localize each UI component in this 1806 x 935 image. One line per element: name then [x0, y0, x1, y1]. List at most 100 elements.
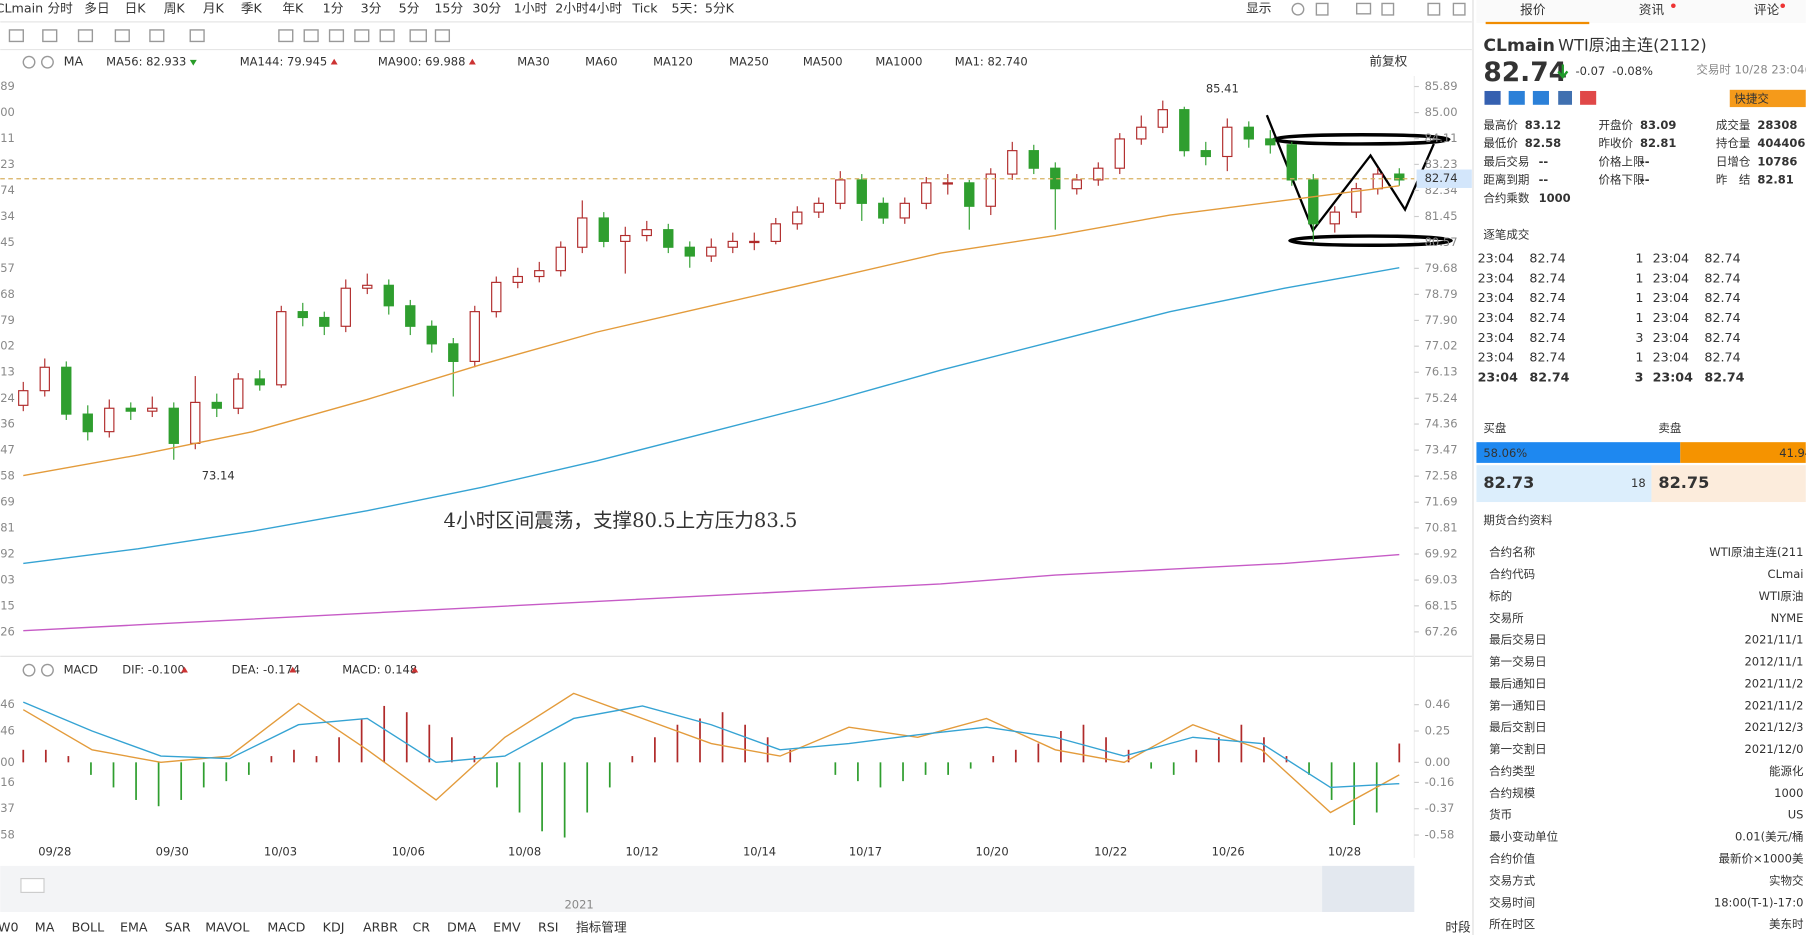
bid-bar — [1476, 442, 1681, 463]
stat-value: 82.81 — [1640, 136, 1676, 150]
restore-button[interactable]: 前复权 — [1369, 54, 1407, 69]
x-tick-label: 10/28 — [1328, 845, 1361, 859]
period-tab[interactable]: 季K — [241, 1, 263, 16]
candle-body — [899, 202, 910, 219]
indicator-tab[interactable]: 指标管理 — [576, 920, 627, 935]
navigator-window[interactable] — [1322, 865, 1415, 912]
bid-volume: 18 — [1631, 476, 1646, 490]
period-tab[interactable]: 5分 — [399, 1, 420, 16]
info-label: 交易所 — [1489, 611, 1524, 625]
panel-tab[interactable]: 资讯 — [1639, 2, 1665, 17]
display-menu[interactable]: 显示 — [1246, 1, 1271, 16]
period-tab[interactable]: 15分 — [434, 1, 463, 16]
period-tab[interactable]: 1小时 — [514, 1, 548, 16]
stat-label: 开盘价 — [1598, 118, 1633, 132]
indicator-tab[interactable]: W0 — [0, 920, 19, 935]
indicator-tab[interactable]: SAR — [165, 920, 191, 935]
navigator[interactable] — [0, 865, 1415, 912]
left-tick-label: 03 — [0, 573, 15, 587]
period-tab[interactable]: 2小时 — [555, 1, 589, 16]
indicator-tab[interactable]: DMA — [447, 920, 477, 935]
info-value: 最新价×1000美 — [1719, 852, 1804, 866]
last-price-box — [1416, 169, 1472, 188]
period-tab[interactable]: 日K — [125, 1, 147, 16]
indicator-tab[interactable]: KDJ — [323, 920, 345, 935]
candle-body — [1372, 173, 1383, 190]
period-tab[interactable]: 5天：5分K — [672, 1, 735, 16]
candle-body — [1093, 167, 1104, 181]
left-tick-label: 02 — [0, 339, 15, 353]
candle-body — [1222, 126, 1233, 158]
ma-line — [23, 267, 1400, 565]
bid-pct: 58.06% — [1483, 446, 1527, 460]
period-tab[interactable]: 多日 — [84, 1, 109, 16]
info-label: 最后交易日 — [1489, 633, 1547, 647]
candle-body — [125, 407, 136, 412]
stat-label: 成交量 — [1716, 118, 1751, 132]
trade-cell: 23:04 — [1653, 350, 1689, 365]
left-tick-label: 37 — [0, 801, 15, 815]
candle-body — [942, 182, 953, 185]
period-tab[interactable]: 30分 — [472, 1, 501, 16]
left-tick-label: 15 — [0, 598, 15, 612]
period-tab[interactable]: 周K — [164, 1, 186, 16]
indicator-tab[interactable]: MAVOL — [205, 920, 249, 935]
period-tab[interactable]: 4小时 — [589, 1, 623, 16]
more-button[interactable] — [20, 878, 45, 893]
candle-body — [813, 202, 824, 213]
trade-cell: 82.74 — [1704, 310, 1740, 325]
bid-label: 买盘 — [1483, 421, 1506, 435]
trade-cell: 1 — [1635, 350, 1643, 365]
indicator-tab[interactable]: RSI — [538, 920, 559, 935]
indicator-tab[interactable]: ARBR — [363, 920, 398, 935]
period-button[interactable]: 时段 — [1445, 920, 1471, 935]
stat-value: -- — [1539, 154, 1549, 168]
stat-value: 10786 — [1757, 154, 1797, 168]
period-tab[interactable]: 年K — [282, 1, 304, 16]
trade-cell: 82.74 — [1529, 270, 1565, 285]
y-tick-label: 75.24 — [1425, 391, 1458, 405]
period-tab[interactable]: 1分 — [323, 1, 344, 16]
ma-line — [23, 553, 1400, 632]
left-tick-label: 34 — [0, 209, 15, 223]
indicator-tab[interactable]: CR — [412, 920, 430, 935]
period-tab[interactable]: 3分 — [361, 1, 382, 16]
stat-label: 最高价 — [1483, 118, 1518, 132]
ma-arrow — [330, 58, 338, 65]
info-value: 能源化 — [1769, 764, 1804, 778]
ma-item: MA144: 79.945 — [240, 55, 328, 69]
candle-body — [448, 343, 459, 362]
indicator-tab[interactable]: EMA — [120, 920, 148, 935]
candle-body — [921, 182, 932, 204]
y-tick-label: -0.16 — [1425, 775, 1455, 789]
indicator-tab[interactable]: MACD — [267, 920, 305, 935]
y-tick-label: 0.00 — [1425, 755, 1451, 769]
period-tab[interactable]: 分时 — [47, 1, 73, 16]
left-tick-label: 68 — [0, 287, 15, 301]
indicator-tab[interactable]: MA — [35, 920, 55, 935]
y-tick-label: 85.89 — [1425, 79, 1458, 93]
stat-label: 持仓量 — [1716, 136, 1751, 150]
dea-label: DEA: -0.174 — [232, 663, 300, 677]
candle-body — [577, 217, 588, 248]
panel-tab[interactable]: 报价 — [1520, 2, 1546, 17]
y-tick-label: 68.15 — [1425, 598, 1458, 612]
info-value: WTI原油 — [1759, 589, 1804, 603]
indicator-tab[interactable]: BOLL — [72, 920, 105, 935]
left-tick-label: 57 — [0, 261, 15, 275]
indicator-tab[interactable]: EMV — [493, 920, 521, 935]
stat-value: 1000 — [1539, 191, 1571, 205]
ma-line — [23, 185, 1400, 477]
candle-body — [276, 311, 287, 386]
panel-tab[interactable]: 评论 — [1754, 2, 1780, 17]
ask-label: 卖盘 — [1658, 421, 1681, 435]
period-tab[interactable]: 月K — [203, 1, 225, 16]
ma-arrow — [468, 58, 476, 65]
quick-trade-label[interactable]: 快捷交 — [1734, 92, 1769, 106]
panel-tabs — [1476, 0, 1806, 24]
candle-body — [147, 407, 158, 412]
macd-arrow — [289, 666, 297, 673]
quick-trade-button[interactable] — [1729, 89, 1806, 108]
candle-body — [340, 287, 351, 327]
period-tab[interactable]: Tick — [631, 1, 658, 16]
